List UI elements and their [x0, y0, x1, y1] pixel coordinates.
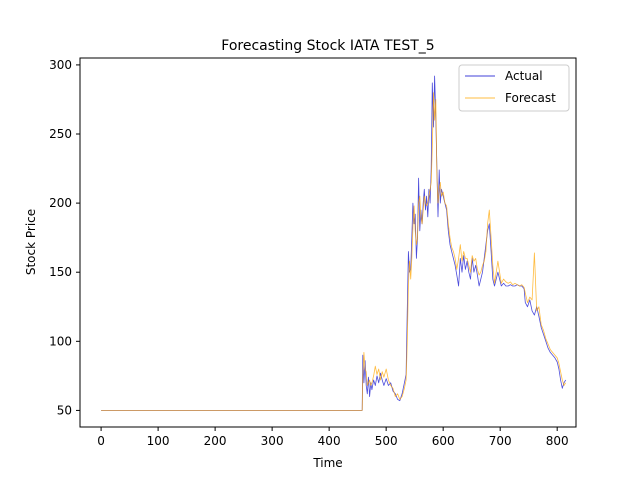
- y-axis: 50 100 150 200 250 300: [49, 58, 80, 417]
- plot-frame: [79, 57, 577, 428]
- y-tick-label: 250: [49, 127, 72, 141]
- y-tick-label: 300: [49, 58, 72, 72]
- x-tick-label: 700: [489, 434, 512, 448]
- x-tick-label: 500: [375, 434, 398, 448]
- x-axis: 0 100 200 300 400 500 600 700 800: [97, 427, 569, 448]
- y-axis-label: Stock Price: [24, 209, 38, 275]
- chart-title: Forecasting Stock IATA TEST_5: [221, 38, 434, 54]
- legend: Actual Forecast: [458, 64, 570, 112]
- series-line-forecast: [101, 92, 567, 411]
- legend-label-forecast: Forecast: [505, 91, 556, 105]
- x-tick-label: 0: [97, 434, 105, 448]
- legend-label-actual: Actual: [505, 69, 543, 83]
- y-tick-label: 200: [49, 196, 72, 210]
- plot-area: [101, 75, 567, 411]
- x-axis-label: Time: [312, 456, 342, 470]
- x-tick-label: 200: [204, 434, 227, 448]
- x-tick-label: 600: [432, 434, 455, 448]
- y-tick-label: 100: [49, 334, 72, 348]
- x-tick-label: 400: [318, 434, 341, 448]
- x-tick-label: 300: [261, 434, 284, 448]
- x-tick-label: 100: [147, 434, 170, 448]
- x-tick-label: 800: [546, 434, 569, 448]
- series-line-actual: [101, 75, 567, 411]
- y-tick-label: 150: [49, 265, 72, 279]
- y-tick-label: 50: [57, 403, 72, 417]
